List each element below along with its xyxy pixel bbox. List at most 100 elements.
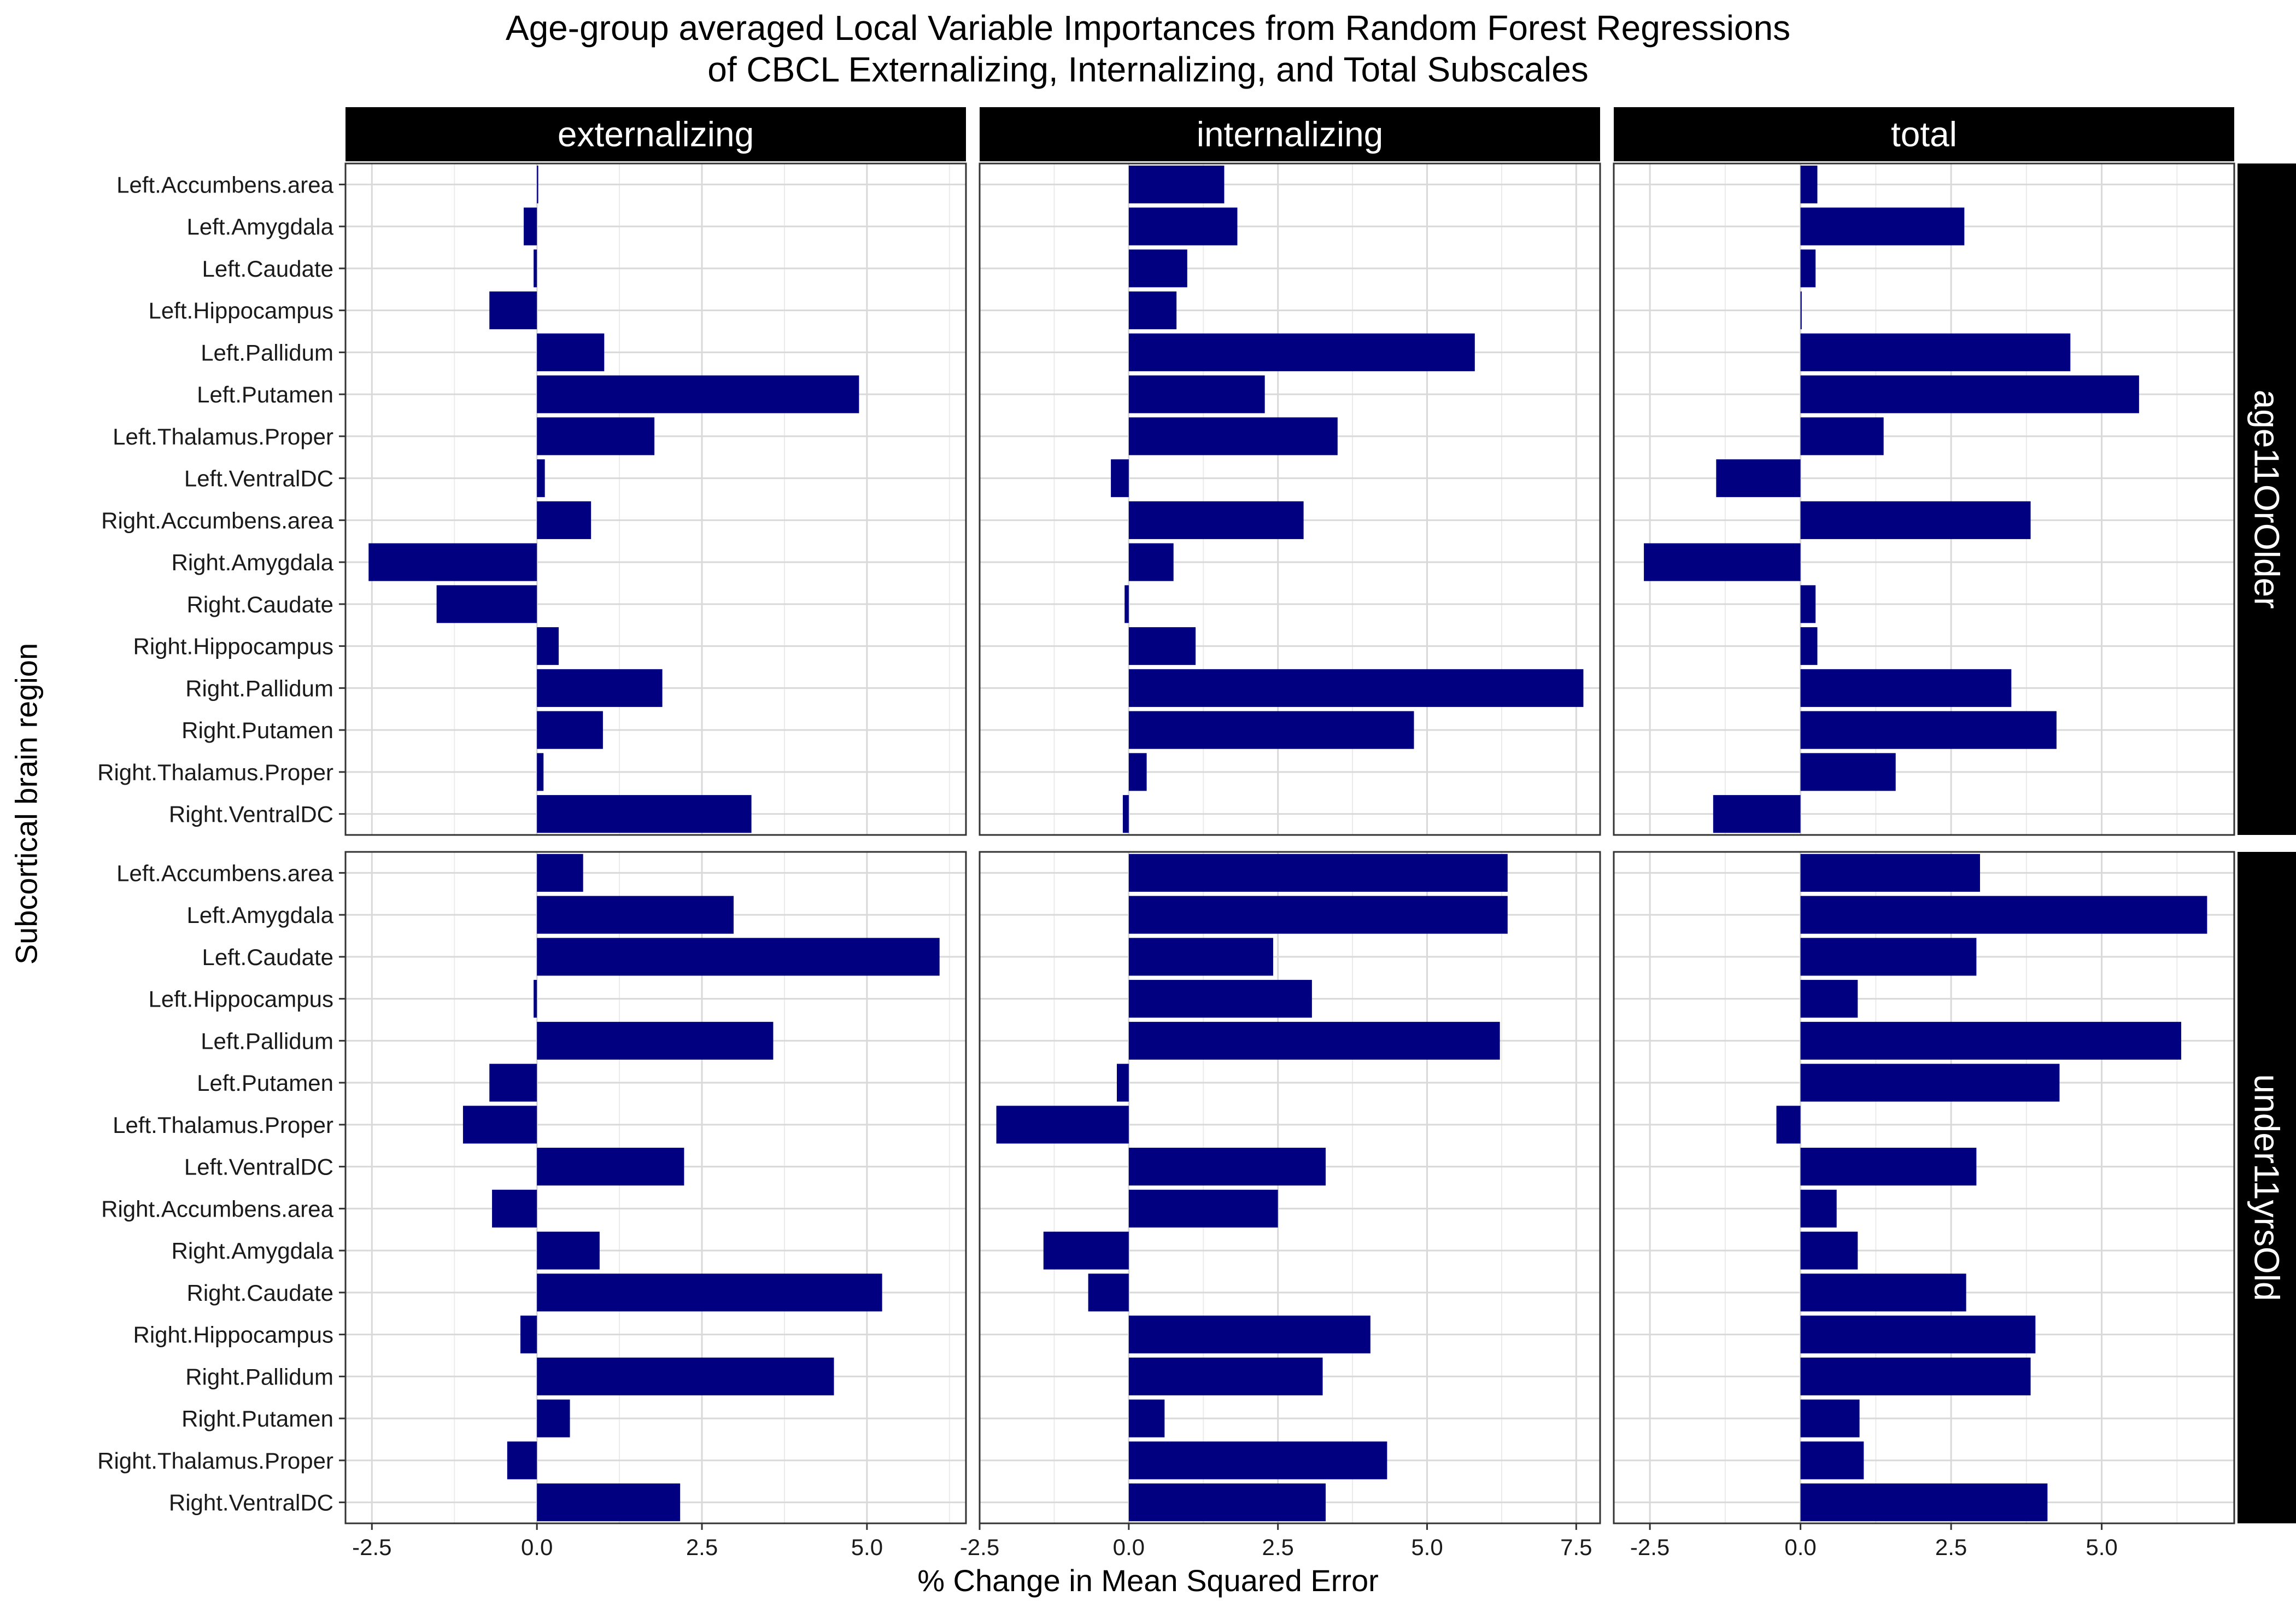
bar-age11OrOlder-internalizing-Left.Putamen: [1129, 376, 1265, 413]
bar-age11OrOlder-externalizing-Left.Amygdala: [524, 208, 537, 246]
y-tick-label: Right.Amygdala: [172, 550, 334, 575]
bar-under11yrsOld-externalizing-Right.Putamen: [537, 1400, 570, 1437]
y-tick-label: Left.Amygdala: [187, 902, 334, 928]
bar-age11OrOlder-total-Right.Pallidum: [1801, 669, 2012, 707]
bar-under11yrsOld-externalizing-Right.Amygdala: [537, 1232, 600, 1270]
bar-under11yrsOld-externalizing-Left.Caudate: [537, 938, 940, 975]
bar-under11yrsOld-externalizing-Right.Hippocampus: [520, 1316, 537, 1353]
bar-age11OrOlder-internalizing-Right.Pallidum: [1129, 669, 1584, 707]
x-tick-label: 7.5: [1560, 1534, 1592, 1560]
bar-under11yrsOld-externalizing-Right.Accumbens.area: [492, 1190, 537, 1228]
y-tick-label: Left.Pallidum: [201, 340, 333, 365]
y-tick-label: Right.Hippocampus: [133, 634, 333, 659]
y-tick-label: Right.VentralDC: [169, 1490, 333, 1516]
bar-under11yrsOld-externalizing-Right.Pallidum: [537, 1358, 834, 1395]
facet-strip-label-internalizing: internalizing: [1197, 115, 1384, 154]
bar-under11yrsOld-total-Right.Thalamus.Proper: [1801, 1441, 1864, 1479]
bar-under11yrsOld-total-Right.Accumbens.area: [1801, 1190, 1837, 1228]
bar-under11yrsOld-internalizing-Left.Putamen: [1117, 1064, 1129, 1102]
bar-under11yrsOld-total-Right.Hippocampus: [1801, 1316, 2036, 1353]
bar-under11yrsOld-internalizing-Right.Caudate: [1088, 1273, 1129, 1311]
y-tick-label: Right.Pallidum: [185, 675, 333, 701]
bar-age11OrOlder-total-Left.Thalamus.Proper: [1801, 417, 1884, 455]
bar-age11OrOlder-externalizing-Right.VentralDC: [537, 795, 751, 833]
bar-under11yrsOld-externalizing-Left.VentralDC: [537, 1148, 684, 1185]
y-tick-label: Left.Putamen: [197, 382, 333, 407]
bar-under11yrsOld-internalizing-Left.Amygdala: [1129, 896, 1508, 934]
x-tick-label: 0.0: [1113, 1534, 1145, 1560]
bar-under11yrsOld-total-Left.VentralDC: [1801, 1148, 1977, 1185]
bar-under11yrsOld-internalizing-Right.Amygdala: [1044, 1232, 1129, 1270]
bar-under11yrsOld-total-Right.VentralDC: [1801, 1483, 2048, 1521]
y-tick-label: Left.Hippocampus: [148, 986, 333, 1012]
bar-age11OrOlder-internalizing-Left.Hippocampus: [1129, 291, 1176, 329]
panel-background: [345, 163, 966, 835]
bar-under11yrsOld-total-Right.Caudate: [1801, 1273, 1966, 1311]
x-tick-label: 5.0: [851, 1534, 883, 1560]
bar-under11yrsOld-internalizing-Right.Putamen: [1129, 1400, 1164, 1437]
bar-under11yrsOld-internalizing-Right.VentralDC: [1129, 1483, 1326, 1521]
y-tick-label: Left.VentralDC: [184, 466, 333, 492]
bar-age11OrOlder-internalizing-Right.Putamen: [1129, 711, 1414, 749]
x-tick-label: 0.0: [1784, 1534, 1816, 1560]
bar-under11yrsOld-externalizing-Right.Thalamus.Proper: [507, 1441, 537, 1479]
x-tick-label: 2.5: [1262, 1534, 1293, 1560]
bar-under11yrsOld-externalizing-Left.Hippocampus: [534, 980, 537, 1018]
bar-age11OrOlder-externalizing-Right.Pallidum: [537, 669, 662, 707]
y-tick-label: Right.Putamen: [181, 1406, 333, 1431]
bar-age11OrOlder-externalizing-Right.Putamen: [537, 711, 603, 749]
bar-under11yrsOld-externalizing-Left.Amygdala: [537, 896, 734, 934]
y-tick-label: Right.Hippocampus: [133, 1322, 333, 1348]
bar-under11yrsOld-internalizing-Right.Thalamus.Proper: [1129, 1441, 1387, 1479]
bar-age11OrOlder-total-Left.Accumbens.area: [1801, 166, 1818, 203]
facet-row-strip-label-age11OrOlder: age11OrOlder: [2247, 390, 2287, 609]
bar-age11OrOlder-externalizing-Right.Thalamus.Proper: [537, 753, 543, 791]
bar-under11yrsOld-total-Left.Thalamus.Proper: [1777, 1106, 1801, 1143]
bar-age11OrOlder-total-Right.Caudate: [1801, 585, 1816, 623]
bar-under11yrsOld-externalizing-Left.Accumbens.area: [537, 854, 583, 892]
bar-age11OrOlder-total-Left.Putamen: [1801, 376, 2139, 413]
bar-age11OrOlder-internalizing-Left.Thalamus.Proper: [1129, 417, 1338, 455]
bar-under11yrsOld-total-Right.Pallidum: [1801, 1358, 2031, 1395]
bar-age11OrOlder-internalizing-Left.Caudate: [1129, 249, 1187, 287]
x-axis-title: % Change in Mean Squared Error: [0, 1563, 2296, 1598]
bar-under11yrsOld-total-Right.Putamen: [1801, 1400, 1860, 1437]
bar-under11yrsOld-internalizing-Right.Accumbens.area: [1129, 1190, 1278, 1228]
y-tick-label: Left.Hippocampus: [148, 298, 333, 324]
bar-age11OrOlder-externalizing-Right.Amygdala: [368, 544, 537, 581]
bar-age11OrOlder-internalizing-Left.VentralDC: [1111, 459, 1129, 497]
y-tick-label: Left.Accumbens.area: [116, 860, 334, 886]
bar-age11OrOlder-internalizing-Right.Caudate: [1124, 585, 1129, 623]
bar-age11OrOlder-externalizing-Left.Thalamus.Proper: [537, 417, 654, 455]
bar-under11yrsOld-internalizing-Left.Caudate: [1129, 938, 1273, 975]
y-tick-label: Left.Caudate: [202, 944, 333, 970]
y-tick-label: Left.Pallidum: [201, 1028, 333, 1054]
x-tick-label: -2.5: [1630, 1534, 1670, 1560]
x-tick-label: 0.0: [521, 1534, 553, 1560]
bar-under11yrsOld-total-Left.Putamen: [1801, 1064, 2060, 1102]
y-tick-label: Right.Amygdala: [172, 1238, 334, 1264]
bar-age11OrOlder-total-Left.Pallidum: [1801, 334, 2071, 371]
bar-age11OrOlder-internalizing-Right.VentralDC: [1123, 795, 1129, 833]
x-tick-label: 5.0: [1411, 1534, 1443, 1560]
bar-under11yrsOld-internalizing-Left.Thalamus.Proper: [997, 1106, 1129, 1143]
bar-under11yrsOld-internalizing-Left.Pallidum: [1129, 1022, 1500, 1060]
bar-age11OrOlder-externalizing-Right.Hippocampus: [537, 627, 559, 665]
x-tick-label: -2.5: [352, 1534, 391, 1560]
bar-under11yrsOld-externalizing-Right.VentralDC: [537, 1483, 680, 1521]
bar-age11OrOlder-externalizing-Left.Pallidum: [537, 334, 604, 371]
bar-age11OrOlder-externalizing-Left.Accumbens.area: [537, 166, 538, 203]
y-tick-label: Right.Caudate: [186, 592, 333, 617]
bar-age11OrOlder-externalizing-Left.Caudate: [534, 249, 537, 287]
y-tick-label: Right.Accumbens.area: [101, 507, 334, 533]
y-tick-label: Right.Putamen: [181, 717, 333, 743]
bar-age11OrOlder-externalizing-Left.VentralDC: [537, 459, 544, 497]
bar-age11OrOlder-internalizing-Right.Amygdala: [1129, 544, 1174, 581]
facet-strip-label-externalizing: externalizing: [558, 115, 754, 154]
bar-age11OrOlder-externalizing-Left.Hippocampus: [489, 291, 537, 329]
bar-age11OrOlder-internalizing-Right.Accumbens.area: [1129, 501, 1304, 539]
bar-age11OrOlder-total-Left.Amygdala: [1801, 208, 1965, 246]
bar-under11yrsOld-internalizing-Left.VentralDC: [1129, 1148, 1326, 1185]
bar-age11OrOlder-total-Right.Putamen: [1801, 711, 2057, 749]
